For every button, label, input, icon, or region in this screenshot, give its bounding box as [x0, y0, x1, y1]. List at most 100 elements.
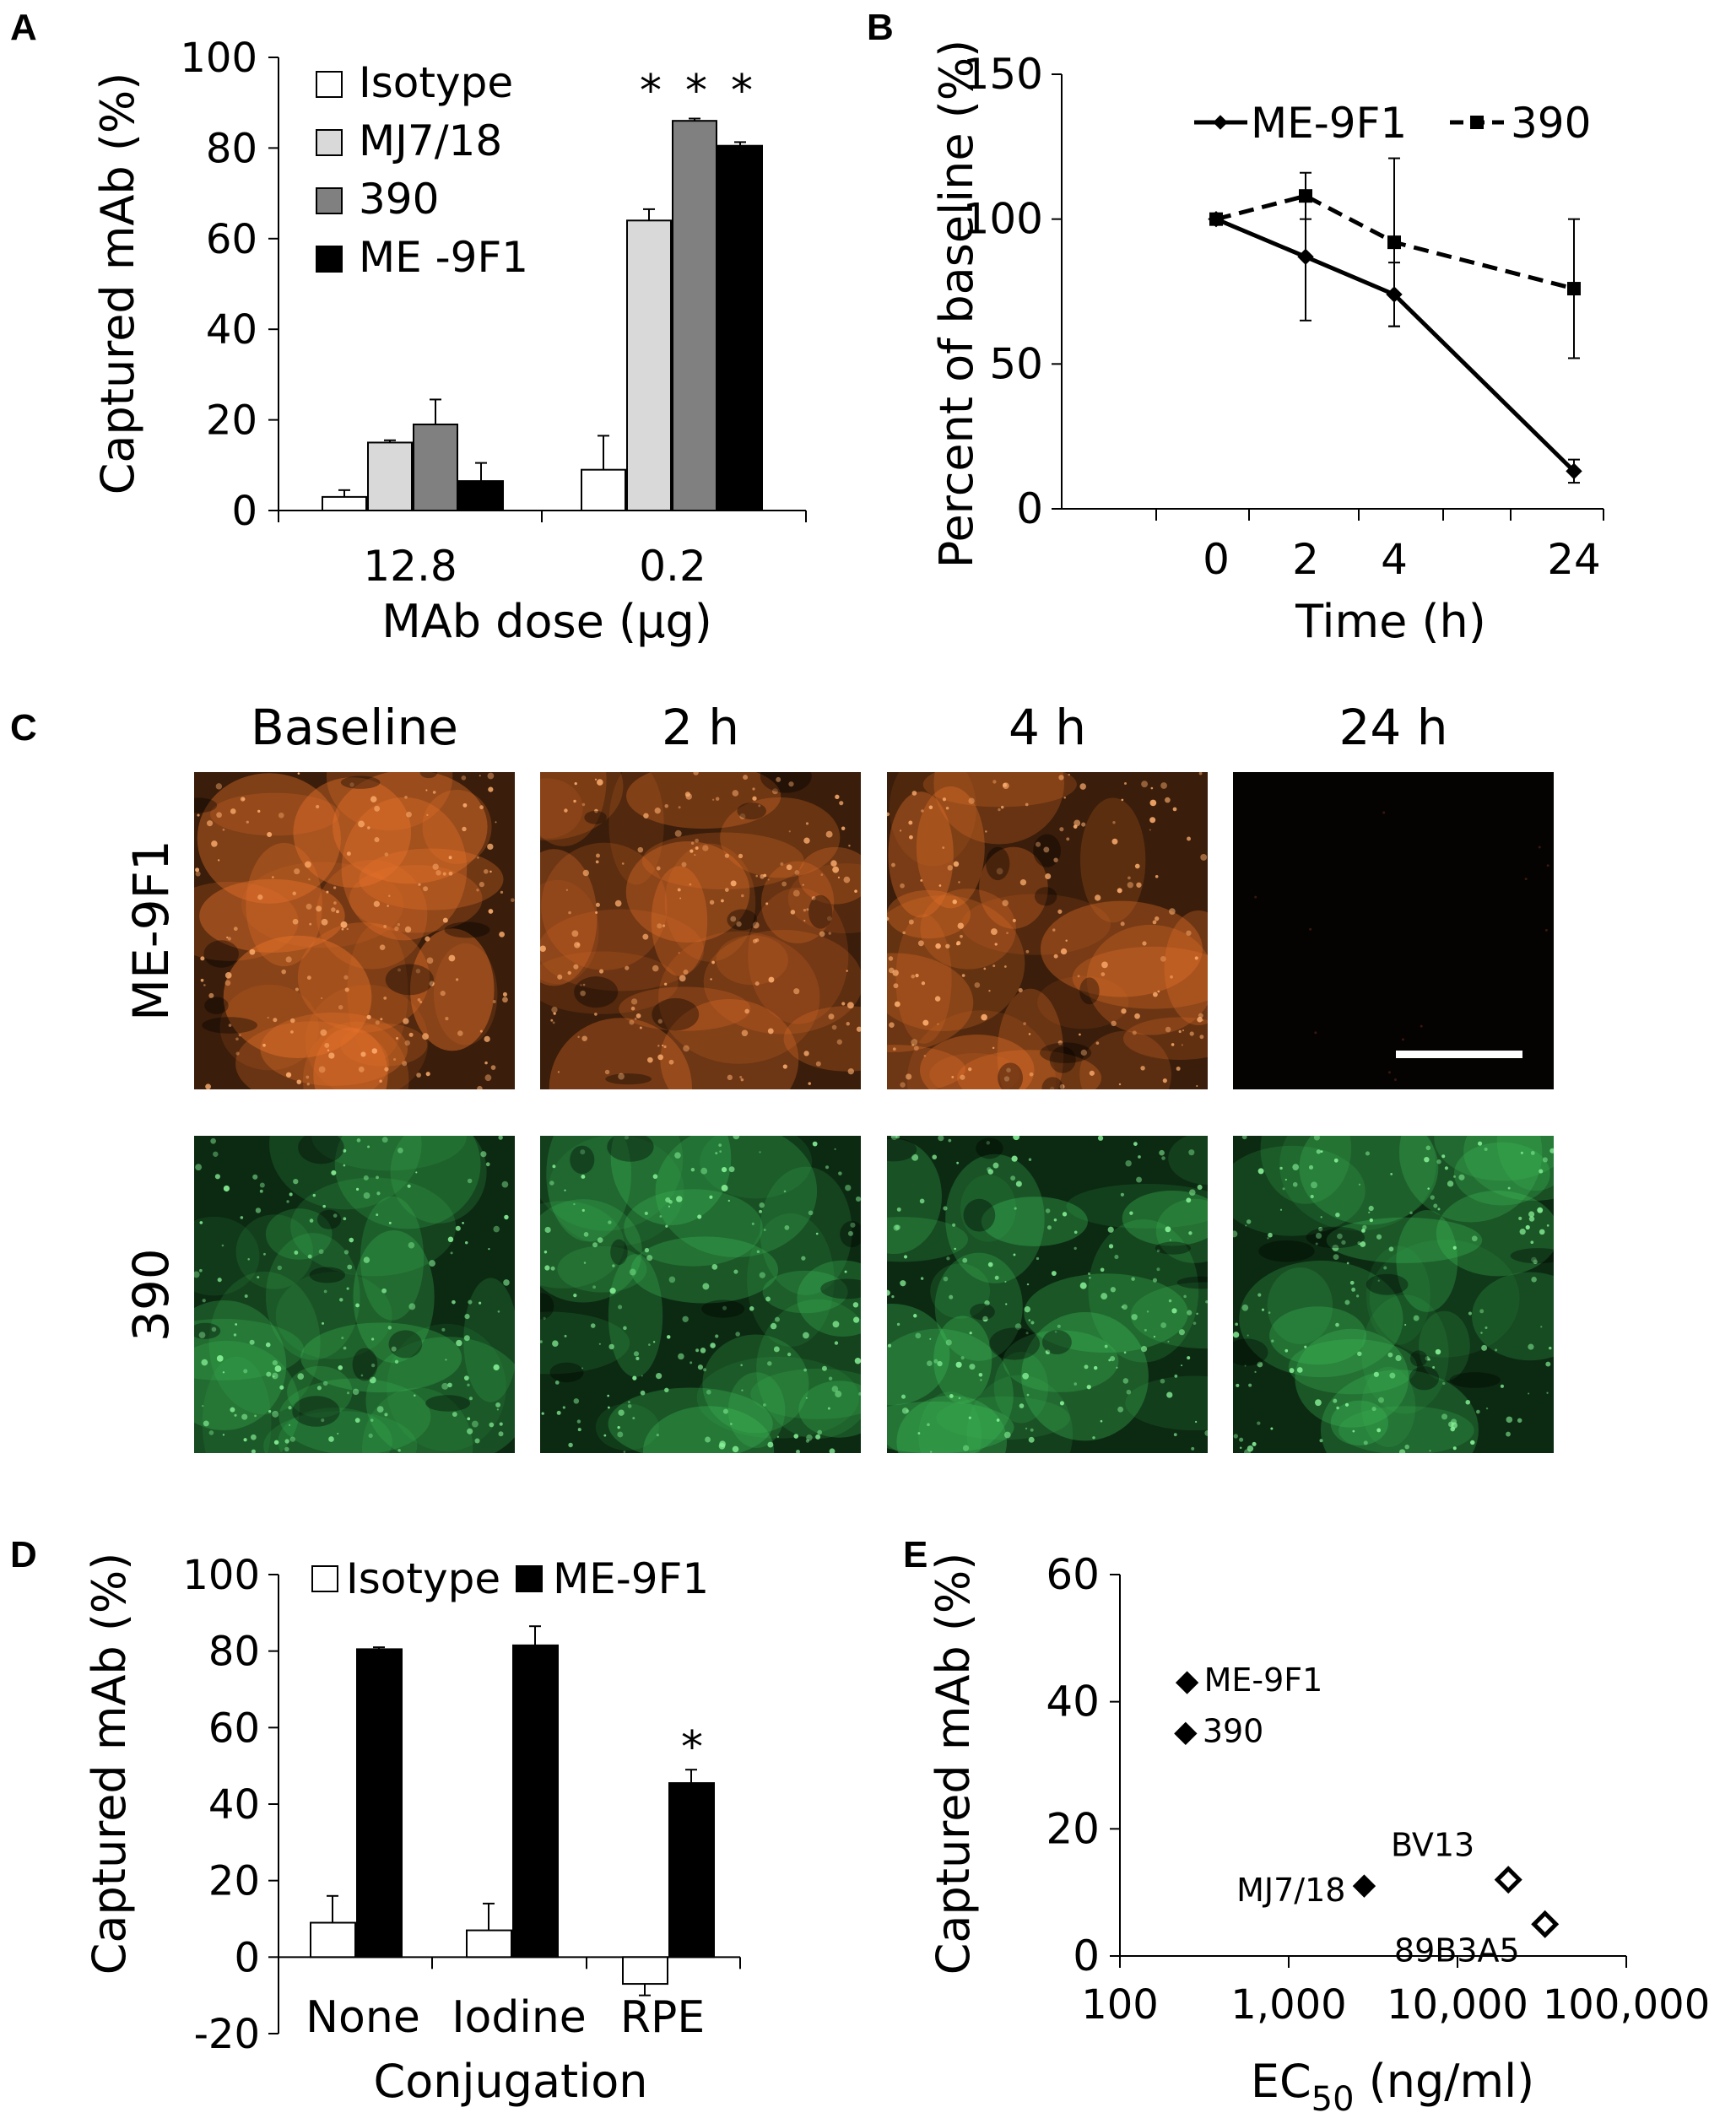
bar-390	[672, 120, 717, 511]
scale-bar	[1396, 1051, 1522, 1058]
y-tick-label: 60	[1046, 1550, 1100, 1599]
data-point-square	[1567, 282, 1581, 296]
y-tick-label: 60	[206, 216, 257, 263]
y-tick-label: 150	[963, 50, 1043, 99]
legend-label: MJ7/18	[359, 116, 502, 165]
data-point-diamond	[1566, 462, 1582, 480]
legend-swatch	[316, 129, 343, 156]
y-tick-label: 40	[206, 306, 257, 354]
point-label: 390	[1203, 1712, 1264, 1749]
legend-label: Isotype	[359, 58, 513, 107]
y-tick-label: 20	[208, 1858, 260, 1905]
y-tick-label: 40	[1046, 1678, 1100, 1726]
data-point-square	[1387, 235, 1401, 250]
y-tick-label: 0	[1016, 484, 1043, 533]
legend-marker-diamond	[1213, 115, 1228, 130]
y-axis-title: Captured mAb (%)	[83, 1553, 136, 1975]
legend-marker-square	[1470, 116, 1484, 129]
legend-label: Isotype	[346, 1554, 500, 1603]
series-line-me9f1	[1215, 217, 1576, 473]
x-axis-title: Time (h)	[1295, 595, 1486, 648]
panel-letter-b: B	[867, 7, 894, 48]
point-label: ME-9F1	[1204, 1661, 1323, 1699]
y-tick-label: 20	[1046, 1804, 1100, 1853]
bar-isotype	[581, 468, 626, 511]
legend-swatch	[316, 187, 343, 214]
row-label-me-9f1: ME-9F1	[122, 840, 180, 1021]
x-tick-label: 4	[1381, 535, 1408, 584]
bar-me9f1	[668, 1782, 715, 1959]
scatter-point-bv13	[1494, 1866, 1522, 1894]
scatter-point-mj718	[1352, 1874, 1376, 1898]
micrograph-me9f1-4h	[887, 772, 1208, 1089]
y-tick-label: 40	[208, 1781, 260, 1829]
column-title-2h: 2 h	[661, 699, 740, 756]
data-point-diamond	[1297, 248, 1314, 266]
panel-letter-c: C	[10, 707, 37, 748]
x-tick-label: 100	[1081, 1981, 1159, 2029]
series-line-390	[1215, 193, 1575, 291]
column-title-24h: 24 h	[1339, 699, 1448, 756]
column-title-4h: 4 h	[1008, 699, 1087, 756]
scatter-point-390	[1174, 1721, 1198, 1746]
y-tick-label: 20	[206, 397, 257, 445]
bar-me9f1	[717, 144, 763, 511]
legend-label: ME-9F1	[553, 1554, 709, 1603]
scatter-point-me9f1	[1175, 1671, 1199, 1694]
x-tick-label: 100,000	[1543, 1981, 1711, 2029]
y-tick-label: 0	[231, 488, 257, 535]
y-tick-label: 100	[180, 35, 257, 82]
y-tick-label: 60	[208, 1705, 260, 1752]
y-tick-label: -20	[194, 2011, 260, 2058]
x-tick-label: None	[306, 1992, 420, 2043]
y-tick-label: 0	[234, 1934, 260, 1981]
bar-isotype	[466, 1929, 512, 1959]
micrograph-390-4h	[887, 1136, 1208, 1453]
legend-swatch	[516, 1565, 543, 1592]
panel-d-chart: -20 0 20 40 60 80 100 None Iodine RPE Captured mAb…	[83, 1552, 741, 2108]
row-label-390: 390	[122, 1248, 180, 1342]
legend-label: ME -9F1	[359, 233, 528, 282]
micrograph-me9f1-24h	[1233, 772, 1554, 1089]
y-axis-title: Percent of baseline (%)	[930, 40, 983, 568]
point-label: MJ7/18	[1236, 1872, 1345, 1909]
data-point-square	[1299, 189, 1312, 203]
x-tick-label: 1,000	[1230, 1981, 1346, 2029]
bar-me9f1	[458, 480, 504, 511]
micrograph-390-24h	[1233, 1136, 1554, 1453]
x-axis-title: EC50 (ng/ml)	[1251, 2055, 1534, 2118]
scatter-point-89b3a5	[1531, 1910, 1560, 1938]
legend-swatch	[311, 1565, 338, 1592]
panel-letter-e: E	[903, 1534, 928, 1575]
legend-label: ME-9F1	[1251, 99, 1407, 148]
x-tick-label: 2	[1292, 535, 1319, 584]
panel-e-chart: 0 20 40 60 100 1,000 10,000 100,000 Captured mAb…	[927, 1550, 1710, 2118]
y-tick-label: 80	[208, 1629, 260, 1676]
bar-me9f1	[356, 1648, 403, 1959]
y-tick-label: 50	[989, 339, 1043, 388]
x-axis-title-main: EC	[1251, 2055, 1311, 2108]
bar-me9f1	[512, 1644, 559, 1959]
legend-label: 390	[1511, 99, 1591, 148]
x-axis-title: MAb dose (µg)	[381, 595, 712, 648]
significance-star: *	[640, 66, 662, 116]
x-tick-label: Iodine	[452, 1992, 587, 2043]
bar-isotype	[322, 495, 367, 512]
bar-isotype	[622, 1956, 668, 1986]
x-tick-label: RPE	[620, 1992, 705, 2043]
x-axis-title-unit: (ng/ml)	[1355, 2055, 1535, 2108]
micrograph-me9f1-baseline	[194, 772, 515, 1089]
significance-star: *	[731, 66, 753, 116]
point-label: BV13	[1391, 1827, 1474, 1864]
x-tick-label: 0	[1203, 535, 1230, 584]
micrograph-390-baseline	[194, 1136, 515, 1453]
point-label: 89B3A5	[1394, 1932, 1520, 1969]
panel-letter-d: D	[10, 1534, 37, 1575]
column-title-baseline: Baseline	[251, 699, 458, 756]
x-axis-title: Conjugation	[373, 2055, 647, 2108]
micrograph-390-2h	[540, 1136, 861, 1453]
y-tick-label: 80	[206, 125, 257, 172]
x-tick-label: 12.8	[363, 542, 457, 591]
y-tick-label: 100	[182, 1552, 260, 1599]
